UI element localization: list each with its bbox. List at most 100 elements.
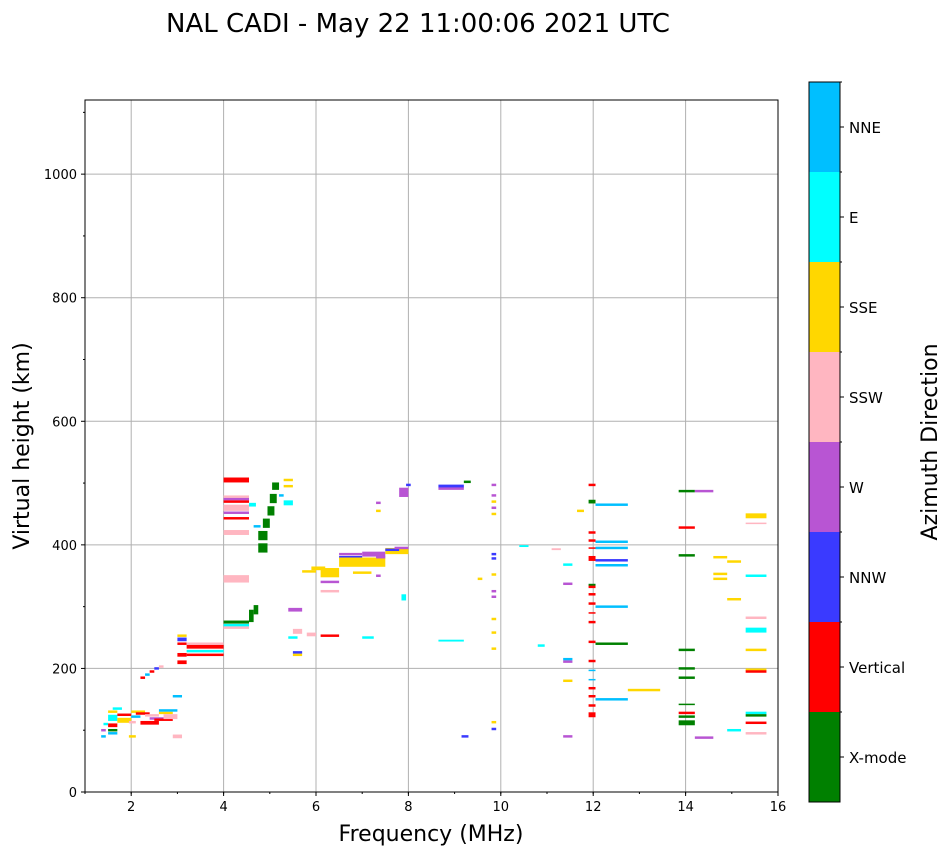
data-segment-x-mode [678, 676, 695, 679]
data-segment-vertical [678, 526, 695, 529]
data-segment-sse [158, 711, 173, 715]
data-segment-e [438, 639, 464, 642]
x-tick-label: 6 [312, 800, 320, 815]
data-segment-e [745, 711, 767, 715]
x-tick-label: 10 [493, 800, 510, 815]
data-segment-e [727, 728, 742, 732]
data-segment-vertical [588, 659, 596, 663]
colorbar-label-item: X-mode [849, 749, 906, 767]
data-segment-w [491, 595, 497, 598]
data-segment-sse [311, 566, 326, 571]
data-segment-nne [595, 698, 628, 701]
data-segment-w [694, 489, 714, 493]
data-segment-w [491, 589, 497, 593]
colorbar-swatch-w [809, 442, 840, 532]
data-segment-sse [491, 512, 497, 516]
data-segment-x-mode [267, 506, 275, 516]
data-segment-ssw [163, 714, 178, 720]
data-segment-vertical [320, 634, 340, 637]
data-segment-vertical [588, 531, 596, 534]
data-segment-e [537, 644, 545, 647]
data-segment-sse [727, 560, 742, 563]
data-segment-sse [563, 679, 573, 683]
data-segment-ssw [223, 575, 250, 583]
colorbar-swatch-nnw [809, 532, 840, 622]
data-segment-vertical [678, 711, 695, 715]
colorbar-swatch-sse [809, 262, 840, 352]
data-segment-vertical [588, 593, 596, 596]
data-segment-sse [491, 631, 497, 634]
data-segment-ssw [223, 504, 250, 511]
data-segment-vertical [177, 652, 187, 657]
data-segment-vertical [140, 676, 146, 679]
data-segment-e [103, 722, 109, 726]
colorbar-label-item: NNW [849, 569, 886, 587]
data-segment-sse [491, 720, 497, 724]
data-segment-vertical [223, 500, 250, 503]
data-segment-sse [283, 484, 293, 488]
data-segment-e [186, 649, 224, 653]
data-segment-e [745, 627, 767, 633]
y-tick-label: 600 [52, 415, 77, 430]
x-tick-label: 12 [585, 800, 602, 815]
data-segment-w [320, 580, 340, 584]
y-axis: 0 200 400 600 800 1000 [44, 111, 85, 801]
data-segment-vertical [588, 694, 596, 698]
data-segment-e [249, 502, 256, 507]
data-segment-nne [595, 546, 628, 550]
data-segment-sse [131, 710, 146, 713]
data-segment-vertical [223, 477, 250, 483]
chart-title: NAL CADI - May 22 11:00:06 2021 UTC [166, 9, 670, 39]
data-segment-nne [108, 732, 118, 735]
x-tick-label: 16 [770, 800, 787, 815]
y-tick-label: 200 [52, 662, 77, 677]
data-segment-ssw [145, 714, 159, 717]
data-segment-x-mode [588, 499, 596, 504]
data-segment-x-mode [745, 714, 767, 717]
colorbar-swatch-e [809, 172, 840, 262]
data-segment-x-mode [269, 493, 277, 504]
data-segment-nnw [339, 555, 363, 559]
data-segment-nne [101, 735, 106, 738]
data-segment-x-mode [249, 609, 254, 623]
data-segment-sse [117, 717, 132, 723]
data-segment-vertical [745, 721, 767, 725]
x-tick-label: 4 [219, 800, 227, 815]
data-segment-nnw [177, 637, 187, 642]
data-segment-e [283, 500, 293, 506]
colorbar: X-mode Vertical NNW W SSW SSE E NNE [808, 81, 906, 803]
data-segment-sse [320, 568, 340, 578]
colorbar-label-item: NNE [849, 119, 881, 137]
data-segment-sse [627, 688, 661, 692]
colorbar-swatch-nne [809, 82, 840, 172]
data-segment-x-mode [223, 620, 250, 624]
data-segment-sse [491, 573, 497, 576]
data-segment-x-mode [678, 554, 695, 557]
data-segment-e [519, 545, 529, 548]
data-segment-nnw [491, 552, 497, 556]
data-segment-x-mode [678, 703, 695, 706]
data-segment-sse [577, 509, 584, 513]
data-segment-vertical [177, 642, 187, 645]
data-segment-e [288, 636, 298, 639]
x-tick-label: 8 [404, 800, 412, 815]
data-segment-sse [339, 557, 386, 567]
data-segment-nne [595, 540, 628, 544]
y-axis-label: Virtual height (km) [10, 342, 35, 549]
x-axis-label: Frequency (MHz) [339, 822, 524, 847]
data-segment-x-mode [678, 715, 695, 718]
data-segment-sse [283, 478, 293, 482]
data-segment-w [376, 574, 381, 577]
data-segment-vertical [154, 718, 173, 721]
data-segment-ssw [320, 589, 340, 593]
data-segment-w [399, 487, 409, 497]
data-segment-vertical [588, 547, 596, 549]
data-segment-nne [595, 605, 628, 608]
data-segment-nnw [438, 484, 464, 488]
data-segment-nne [253, 525, 261, 528]
y-tick-label: 0 [69, 786, 77, 801]
data-segment-x-mode [678, 720, 695, 726]
data-segment-nne [172, 694, 183, 698]
data-segment-w [223, 511, 250, 514]
data-segment-sse [128, 735, 136, 738]
